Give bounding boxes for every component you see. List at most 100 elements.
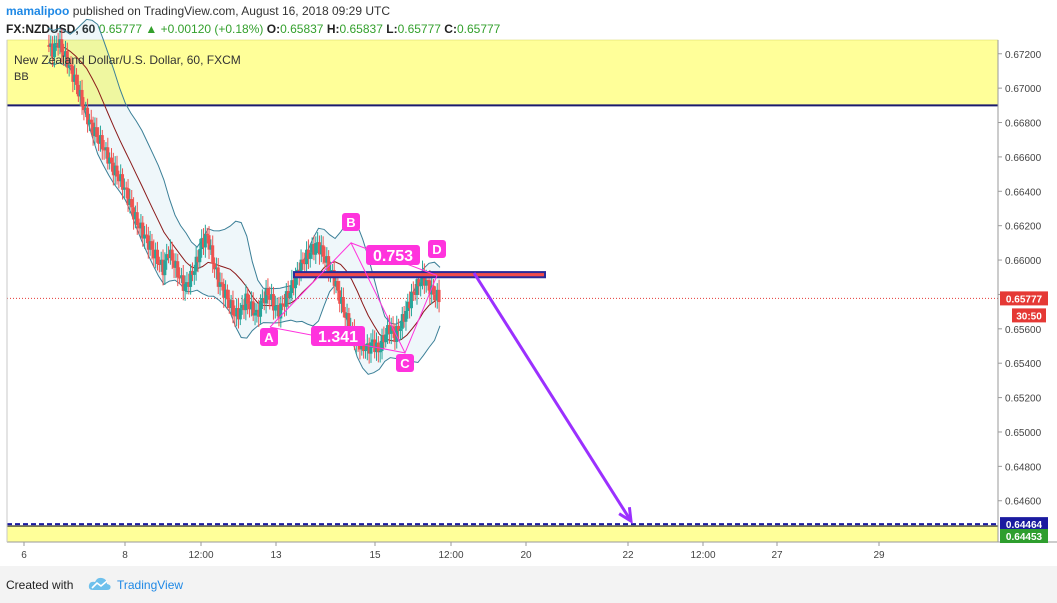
candle-body: [371, 339, 375, 343]
candle-body: [200, 238, 204, 250]
resistance-box[interactable]: [293, 271, 546, 279]
candle-body: [126, 188, 130, 206]
point-d-marker[interactable]: [428, 240, 446, 258]
price-axis[interactable]: [998, 40, 1057, 542]
candle-body: [69, 64, 73, 67]
time-tick-label: 29: [873, 550, 885, 561]
candle-body: [229, 300, 233, 308]
candle-body: [146, 235, 150, 250]
candle-body: [192, 271, 196, 275]
time-tick-label: 20: [520, 550, 532, 561]
point-a-marker[interactable]: [260, 328, 278, 346]
candle-body: [428, 280, 432, 295]
price-tick-label: 0.66400: [1005, 187, 1042, 198]
candle-body: [268, 295, 272, 300]
candle-body: [400, 314, 404, 329]
candle-body: [135, 212, 139, 226]
candle-body: [172, 260, 176, 268]
candle-body: [251, 301, 255, 316]
candle-body: [113, 165, 117, 176]
price-chart[interactable]: A B C D 0.753 1.341 0.67200 0.67000 0.66800 0.666…: [0, 0, 1057, 566]
candle-body: [411, 291, 415, 293]
candle-body: [87, 119, 91, 125]
candle-body: [242, 304, 246, 311]
candle-body: [196, 256, 200, 263]
chart-header: mamalipoo published on TradingView.com, …: [0, 0, 1057, 40]
candle-body: [294, 275, 298, 289]
candle-body: [413, 291, 417, 295]
candle-body: [47, 45, 51, 47]
projection-arrow[interactable]: [472, 272, 633, 522]
price-tag-support: [1000, 529, 1048, 544]
candle-body: [327, 256, 331, 273]
candle-body: [424, 280, 428, 286]
candle-body: [233, 315, 237, 317]
price-tag-countdown: [1012, 308, 1046, 323]
candle-body: [275, 304, 279, 306]
candle-body: [71, 66, 75, 82]
time-tick-label: 15: [369, 550, 381, 561]
candle-body: [286, 291, 290, 299]
candle-body: [58, 39, 62, 48]
candle-body: [347, 313, 351, 331]
candle-body: [402, 314, 406, 322]
candle-body: [198, 249, 202, 263]
tradingview-brand-link[interactable]: TradingView: [117, 578, 184, 592]
tradingview-cloud-icon[interactable]: [88, 576, 112, 592]
candle-body: [398, 328, 402, 331]
candle-body: [78, 89, 82, 97]
candle-body: [203, 233, 207, 248]
bb-basis: [47, 44, 441, 342]
candle-body: [183, 283, 187, 291]
plot-area[interactable]: [7, 40, 998, 542]
candle-body: [308, 252, 312, 259]
candle-body: [330, 270, 334, 272]
candle-body: [317, 242, 321, 255]
candle-body: [235, 308, 239, 317]
candle-body: [176, 261, 180, 278]
candle-body: [378, 350, 382, 353]
candle-body: [220, 282, 224, 284]
candle-body: [249, 301, 253, 310]
point-b-marker[interactable]: [342, 213, 360, 231]
candle-body: [334, 281, 338, 286]
author-link[interactable]: mamalipoo: [6, 4, 70, 18]
open-value: 0.65837: [280, 22, 324, 36]
candle-body: [284, 291, 288, 307]
candle-body: [209, 245, 213, 250]
candle-body: [238, 308, 242, 320]
candle-body: [290, 280, 294, 293]
time-tick-label: 12:00: [438, 550, 463, 561]
candle-body: [409, 291, 413, 309]
candle-body: [305, 249, 309, 265]
point-c-marker[interactable]: [396, 354, 414, 372]
price-tag-countdown-text: 30:50: [1016, 311, 1042, 322]
candle-body: [316, 242, 320, 244]
candle-body: [319, 245, 323, 255]
candle-body: [194, 256, 198, 272]
candle-body: [373, 339, 377, 353]
candle-body: [178, 277, 182, 279]
candle-body: [170, 249, 174, 261]
candle-body: [306, 249, 310, 259]
candle-body: [260, 297, 264, 301]
candle-body: [86, 107, 90, 125]
price-tag-dashed-level-text: 0.64464: [1006, 520, 1043, 531]
candle-body: [395, 325, 399, 342]
projection-arrowhead: [618, 507, 633, 525]
time-tick-label: 12:00: [690, 550, 715, 561]
candle-body: [264, 288, 268, 304]
candle-body: [179, 275, 183, 278]
price-tag-dashed-level: [1000, 517, 1048, 532]
candle-body: [84, 107, 88, 111]
candle-body: [56, 43, 60, 48]
publish-line: mamalipoo published on TradingView.com, …: [6, 4, 390, 18]
price-tick-label: 0.65200: [1005, 394, 1042, 405]
abcd-pattern-line[interactable]: [269, 242, 438, 355]
close-value: 0.65777: [456, 22, 501, 36]
price-tick-label: 0.66600: [1005, 153, 1042, 164]
candle-body: [167, 254, 171, 259]
candle-body: [253, 312, 257, 316]
candle-body: [292, 280, 296, 289]
point-d-label: D: [432, 242, 441, 257]
